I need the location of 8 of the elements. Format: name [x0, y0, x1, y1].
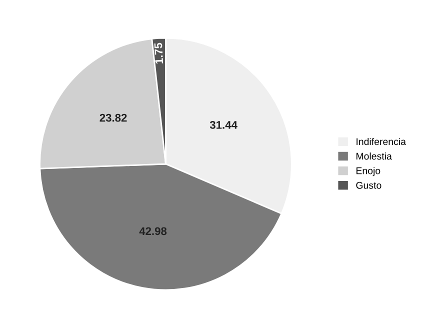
data-label: 31.44: [210, 120, 238, 129]
data-label: 42.98: [139, 227, 167, 236]
legend-label: Enojo: [356, 167, 380, 176]
legend-label: Indiferencia: [356, 138, 406, 146]
data-label: 1.75: [154, 42, 164, 64]
legend-label: Gusto: [356, 182, 382, 189]
legend-label: Molestia: [356, 152, 392, 160]
data-label: 23.82: [100, 114, 127, 122]
